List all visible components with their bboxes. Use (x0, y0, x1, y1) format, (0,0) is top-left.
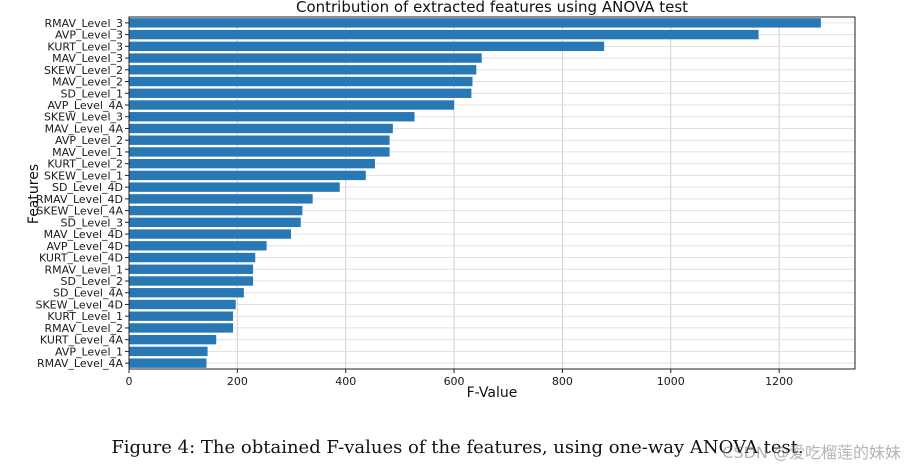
bar-rmav-level-4a (129, 358, 207, 368)
plot-frame (128, 16, 856, 370)
x-tick-label: 800 (552, 375, 573, 388)
figure-caption: Figure 4: The obtained F-values of the f… (111, 437, 804, 458)
bar-sd-level-2 (129, 276, 254, 286)
bar-avp-level-3 (129, 29, 759, 40)
y-axis-label: Features (26, 164, 42, 224)
bar-skew-level-4a (129, 205, 303, 216)
bar-kurt-level-1 (129, 311, 234, 321)
y-tick-label: AVP_Level_4A (47, 99, 123, 112)
bar-skew-level-2 (129, 65, 477, 75)
x-tick-label: 600 (444, 375, 465, 388)
y-tick-label: MAV_Level_4D (44, 228, 123, 241)
bar-rmav-level-1 (129, 264, 254, 274)
bar-rmav-level-2 (129, 323, 234, 333)
bar-skew-level-3 (129, 112, 415, 122)
y-tick-label: SD_Level_4A (53, 287, 123, 300)
x-tick-labels: 0 200 400 600 800 1000 1200 (126, 369, 793, 388)
y-tick-label: SD_Level_3 (61, 216, 124, 229)
bar-rmav-level-3 (129, 18, 821, 28)
bar-mav-level-4a (129, 123, 393, 134)
chart-title: Contribution of extracted features using… (296, 0, 688, 16)
bar-mav-level-2 (129, 76, 473, 87)
y-tick-label: RMAV_Level_4A (37, 357, 124, 370)
bar-sd-level-1 (129, 88, 472, 98)
y-tick-label: RMAV_Level_1 (44, 263, 123, 276)
y-tick-label: MAV_Level_4A (45, 122, 124, 135)
bar-avp-level-1 (129, 346, 208, 357)
bar-avp-level-2 (129, 135, 390, 145)
y-tick-label: MAV_Level_3 (52, 52, 123, 65)
bar-skew-level-4d (129, 299, 236, 310)
bars-group (129, 18, 821, 368)
y-tick-label: SKEW_Level_2 (44, 64, 123, 77)
x-tick-label: 200 (227, 375, 248, 388)
y-tick-label: KURT_Level_4A (40, 334, 124, 347)
y-tick-label: SD_Level_2 (61, 275, 124, 288)
y-tick-label: MAV_Level_2 (52, 76, 123, 89)
y-tick-label: AVP_Level_2 (55, 134, 123, 147)
bar-avp-level-4a (129, 100, 455, 110)
x-tick-label: 400 (335, 375, 356, 388)
y-tick-label: KURT_Level_4D (39, 252, 123, 265)
y-tick-label: AVP_Level_4D (47, 240, 123, 253)
x-tick-label: 0 (126, 375, 133, 388)
x-tick-label: 1200 (765, 375, 793, 388)
y-tick-label: RMAV_Level_3 (44, 17, 123, 30)
y-tick-label: SD_Level_4D (52, 181, 123, 194)
watermark: CSDN @爱吃榴莲的妹妹 (722, 443, 901, 462)
y-tick-label: KURT_Level_1 (47, 310, 123, 323)
y-tick-label: SKEW_Level_4A (36, 205, 123, 218)
y-tick-label: KURT_Level_2 (47, 158, 123, 171)
bar-kurt-level-2 (129, 158, 375, 169)
bar-kurt-level-4a (129, 334, 217, 345)
y-tick-label: MAV_Level_1 (52, 146, 123, 159)
bar-rmav-level-4d (129, 194, 313, 204)
y-tick-labels: RMAV_Level_3AVP_Level_3KURT_Level_3MAV_L… (35, 17, 129, 370)
bar-sd-level-4d (129, 182, 340, 192)
y-tick-label: SKEW_Level_4D (35, 298, 123, 311)
bar-sd-level-4a (129, 288, 244, 298)
y-tick-label: RMAV_Level_2 (44, 322, 123, 335)
bar-mav-level-4d (129, 229, 291, 239)
bar-kurt-level-4d (129, 252, 256, 263)
y-tick-label: AVP_Level_1 (55, 345, 123, 358)
y-tick-label: RMAV_Level_4D (36, 193, 123, 206)
bar-mav-level-1 (129, 147, 390, 157)
bar-sd-level-3 (129, 217, 301, 228)
bar-kurt-level-3 (129, 41, 605, 52)
y-tick-label: SD_Level_1 (61, 87, 124, 100)
bar-skew-level-1 (129, 170, 366, 181)
x-tick-label: 1000 (657, 375, 685, 388)
x-axis-label: F-Value (467, 385, 518, 401)
bar-mav-level-3 (129, 53, 482, 63)
bar-avp-level-4d (129, 241, 267, 251)
y-tick-label: AVP_Level_3 (55, 29, 123, 42)
y-tick-label: SKEW_Level_3 (44, 111, 123, 124)
y-tick-label: KURT_Level_3 (47, 40, 123, 53)
y-tick-label: SKEW_Level_1 (44, 169, 123, 182)
